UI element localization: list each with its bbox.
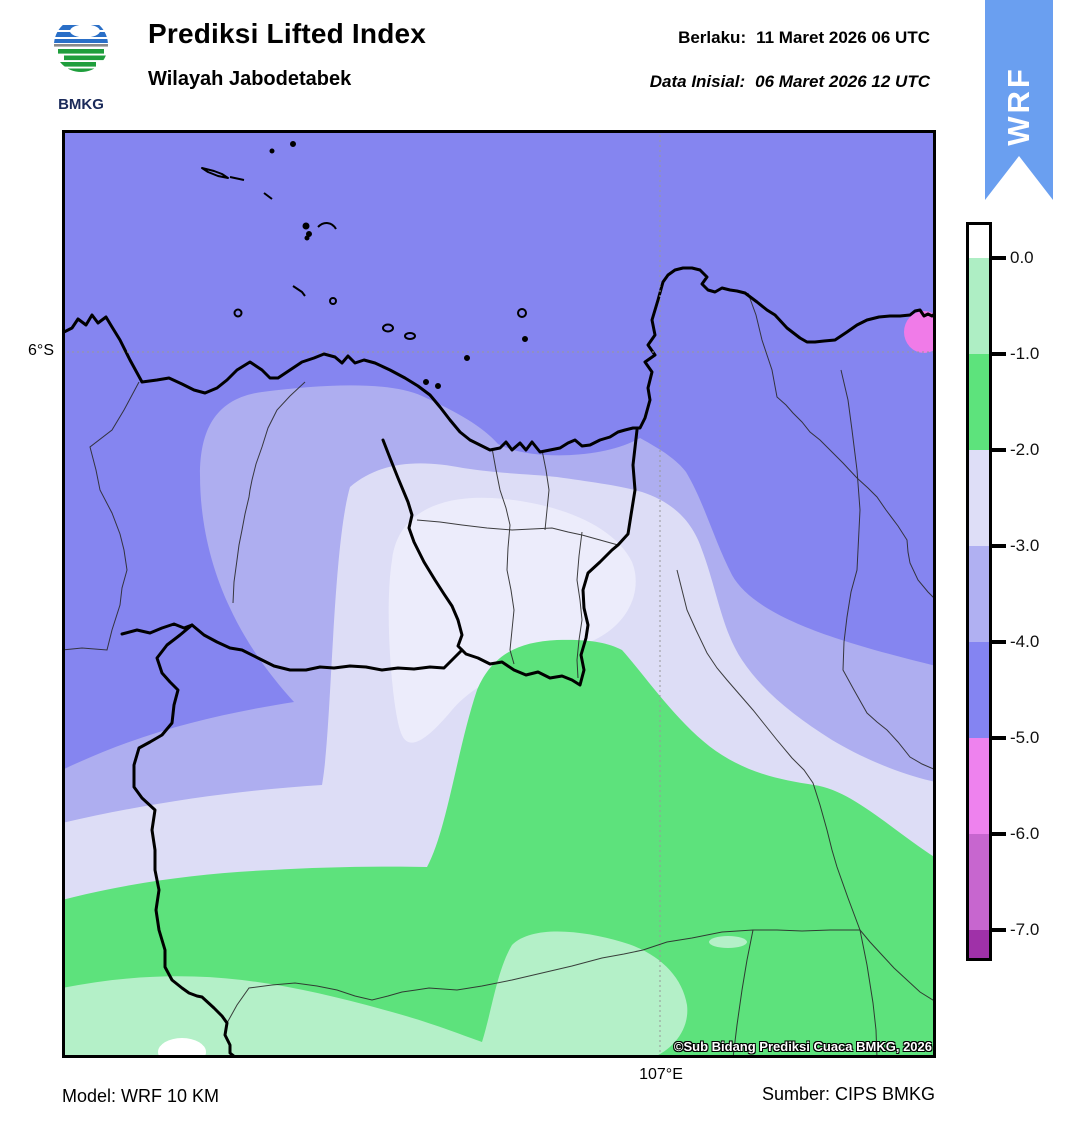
bmkg-logo: BMKG <box>54 18 108 113</box>
longitude-label: 107°E <box>639 1066 683 1083</box>
admin-boundaries-thin <box>61 292 937 1059</box>
colorbar-tick-mark <box>992 832 1006 836</box>
page-subtitle: Wilayah Jabodetabek <box>148 68 352 90</box>
wrf-ribbon: WRF <box>985 0 1053 200</box>
bmkg-logo-text: BMKG <box>58 96 104 113</box>
colorbar-tick-mark <box>992 448 1006 452</box>
colorbar-tick-label: -6.0 <box>1010 824 1040 843</box>
colorbar-tick-mark <box>992 256 1006 260</box>
colorbar-segment <box>969 450 989 546</box>
init-time-line: Data Inisial: 06 Maret 2026 12 UTC <box>650 72 930 92</box>
colorbar-tick-label: 0.0 <box>1010 248 1034 267</box>
colorbar-tick-label: -5.0 <box>1010 728 1040 747</box>
init-time-label: Data Inisial: <box>649 72 746 91</box>
map-panel: ©Sub Bidang Prediksi Cuaca BMKG, 2026 <box>60 130 944 1066</box>
colorbar-tick-label: -3.0 <box>1010 536 1040 555</box>
colorbar-segment <box>969 258 989 354</box>
province-boundaries-thick <box>120 428 639 1059</box>
valid-time-value: 11 Maret 2026 06 UTC <box>756 28 930 47</box>
valid-time-label: Berlaku: <box>678 28 747 47</box>
colorbar-tick-mark <box>992 640 1006 644</box>
wrf-ribbon-label: WRF <box>1001 66 1036 146</box>
colorbar-tick-label: -7.0 <box>1010 920 1040 939</box>
source-label: Sumber: CIPS BMKG <box>761 1084 935 1104</box>
colorbar-segment <box>969 930 989 958</box>
colorbar-tick-mark <box>992 928 1006 932</box>
islands <box>201 141 528 389</box>
page-title: Prediksi Lifted Index <box>148 18 427 49</box>
colorbar-segment <box>969 225 989 258</box>
colorbar-segment <box>969 642 989 738</box>
contour-spot-0-minus1 <box>709 936 747 948</box>
colorbar-tick-label: -2.0 <box>1010 440 1040 459</box>
graticule-gridlines <box>62 130 936 1058</box>
copyright-text: ©Sub Bidang Prediksi Cuaca BMKG, 2026 <box>673 1039 932 1054</box>
bmkg-logo-stripes <box>54 24 108 72</box>
contour-band-minus1-minus2 <box>62 639 936 1058</box>
colorbar-tick-mark <box>992 544 1006 548</box>
model-label: Model: WRF 10 KM <box>62 1086 220 1106</box>
colorbar-segment <box>969 738 989 834</box>
colorbar-tick-mark <box>992 352 1006 356</box>
colorbar-tick-mark <box>992 736 1006 740</box>
init-time-value: 06 Maret 2026 12 UTC <box>755 72 930 91</box>
map-canvas <box>60 130 944 1066</box>
colorbar-ticks: 0.0 -1.0 -2.0 -3.0 -4.0 -5.0 -6.0 -7.0 <box>992 222 1068 961</box>
coastline <box>60 266 938 454</box>
colorbar-bar <box>966 222 992 961</box>
colorbar-tick-label: -4.0 <box>1010 632 1040 651</box>
map-frame <box>62 130 936 1058</box>
colorbar-segment <box>969 546 989 642</box>
colorbar-tick-label: -1.0 <box>1010 344 1040 363</box>
contour-band-0-minus1 <box>62 931 688 1058</box>
latitude-label: 6°S <box>28 342 54 359</box>
colorbar-segment <box>969 354 989 450</box>
valid-time-line: Berlaku: 11 Maret 2026 06 UTC <box>678 28 930 48</box>
colorbar-segment <box>969 834 989 930</box>
contour-pocket-pale <box>388 497 636 743</box>
